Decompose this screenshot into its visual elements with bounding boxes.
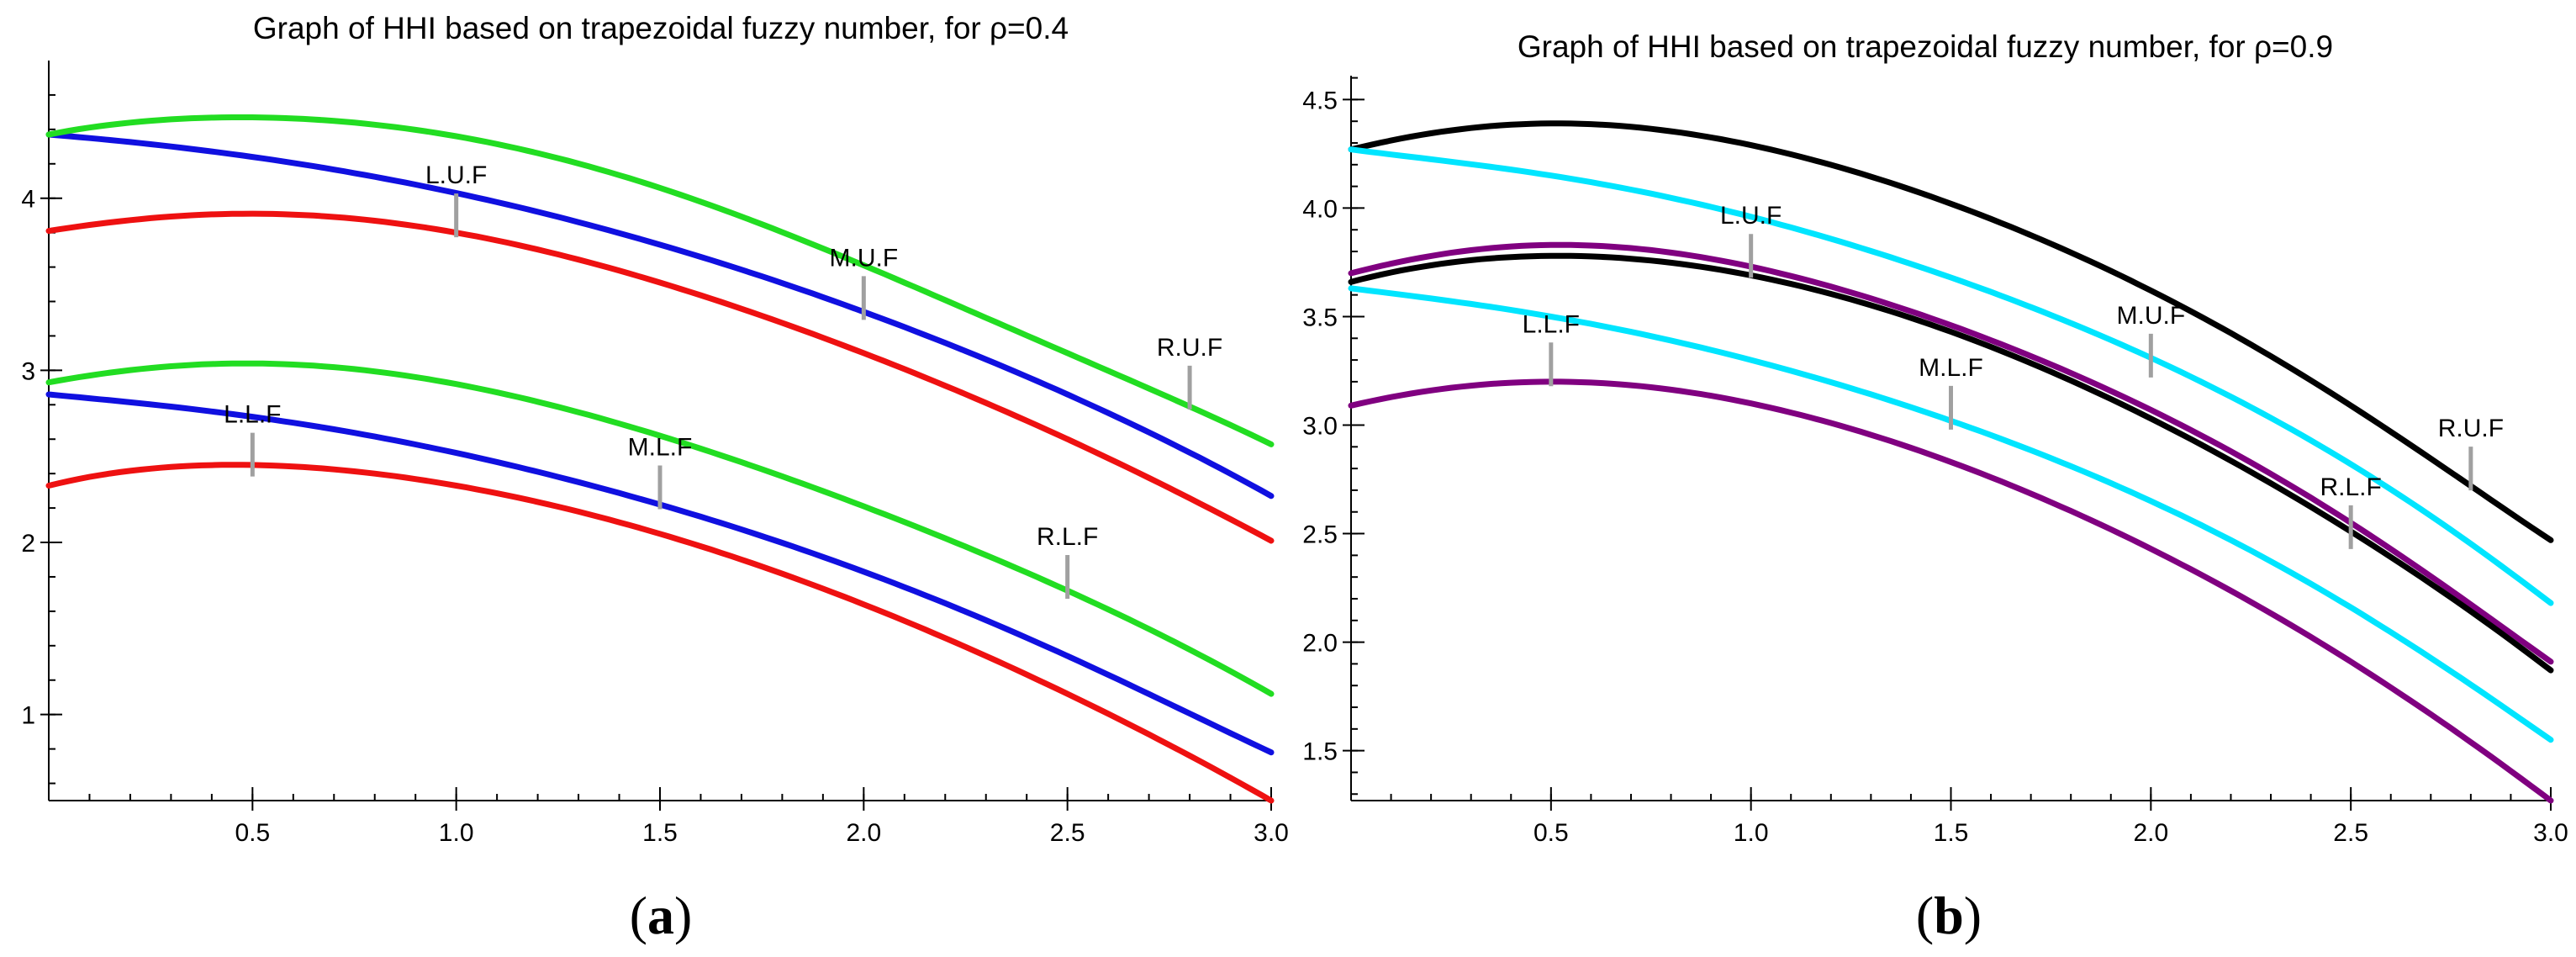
y-tick-label: 2 bbox=[21, 530, 35, 558]
annotation-label: R.U.F bbox=[2438, 415, 2504, 442]
series-curve bbox=[1348, 241, 2554, 665]
series-curve bbox=[1348, 378, 2554, 804]
x-tick-label: 1.0 bbox=[1734, 819, 1769, 847]
caption-close-paren: ) bbox=[674, 886, 692, 945]
x-tick-label: 2.5 bbox=[1050, 819, 1085, 847]
y-tick-label: 2.0 bbox=[1302, 630, 1338, 658]
x-tick-label: 0.5 bbox=[235, 819, 270, 847]
panel-caption: (a) bbox=[630, 886, 693, 945]
caption-open-paren: ( bbox=[1916, 886, 1934, 945]
series-curve bbox=[45, 114, 1275, 447]
tick-marks: 0.5 1.0 1.5 2.0 2.5 3.0 1 2 3 4 bbox=[21, 93, 1289, 847]
panel-caption: (b) bbox=[1916, 886, 1982, 945]
series-curve bbox=[1348, 146, 2554, 606]
annotation-label: R.L.F bbox=[2320, 473, 2381, 501]
y-tick-label: 1.5 bbox=[1302, 738, 1338, 766]
caption-letter: a bbox=[647, 886, 674, 945]
curve-annotations: L.U.F M.U.F R.U.F L.L.F M.L.F R.L.F bbox=[1523, 202, 2504, 549]
annotation-label: L.L.F bbox=[1523, 310, 1580, 338]
y-tick-label: 3.5 bbox=[1302, 304, 1338, 331]
annotation-label: M.L.F bbox=[628, 434, 693, 462]
annotation-label: M.U.F bbox=[2117, 302, 2186, 330]
x-tick-label: 3.0 bbox=[1254, 819, 1289, 847]
annotation-label: L.U.F bbox=[1720, 202, 1782, 230]
series-curve bbox=[45, 131, 1275, 500]
x-tick-label: 2.0 bbox=[2133, 819, 2168, 847]
chart-title: Graph of HHI based on trapezoidal fuzzy … bbox=[1518, 29, 2333, 64]
chart-title: Graph of HHI based on trapezoidal fuzzy … bbox=[253, 11, 1069, 45]
y-tick-label: 1 bbox=[21, 702, 35, 730]
caption-letter: b bbox=[1934, 886, 1964, 945]
x-tick-label: 0.5 bbox=[1533, 819, 1569, 847]
tick-marks: 0.5 1.0 1.5 2.0 2.5 3.0 1.5 2.0 2.5 3.0 3.5 4.0 4.5 bbox=[1302, 77, 2568, 847]
y-tick-label: 2.5 bbox=[1302, 521, 1338, 549]
y-tick-label: 4 bbox=[21, 186, 35, 214]
annotation-label: L.U.F bbox=[425, 161, 487, 189]
y-tick-label: 3.0 bbox=[1302, 413, 1338, 441]
annotation-label: M.L.F bbox=[1919, 354, 1983, 382]
y-tick-label: 4.0 bbox=[1302, 195, 1338, 223]
y-tick-label: 3 bbox=[21, 357, 35, 385]
x-tick-label: 1.5 bbox=[642, 819, 678, 847]
x-tick-label: 1.5 bbox=[1934, 819, 1969, 847]
series-curve bbox=[45, 210, 1275, 544]
caption-close-paren: ) bbox=[1964, 886, 1982, 945]
annotation-label: R.L.F bbox=[1037, 523, 1098, 551]
chart-panel-a: Graph of HHI based on trapezoidal fuzzy … bbox=[21, 11, 1289, 945]
curves bbox=[1348, 120, 2554, 804]
curve-annotations: L.U.F M.U.F R.U.F L.L.F M.L.F R.L.F bbox=[224, 161, 1222, 599]
annotation-label: M.U.F bbox=[830, 244, 899, 272]
y-tick-label: 4.5 bbox=[1302, 87, 1338, 114]
annotation-label: R.U.F bbox=[1157, 334, 1222, 362]
chart-panel-b: Graph of HHI based on trapezoidal fuzzy … bbox=[1302, 29, 2568, 945]
caption-open-paren: ( bbox=[630, 886, 647, 945]
series-curve bbox=[45, 462, 1275, 804]
x-tick-label: 2.0 bbox=[846, 819, 881, 847]
x-tick-label: 3.0 bbox=[2533, 819, 2568, 847]
x-tick-label: 2.5 bbox=[2333, 819, 2368, 847]
series-curve bbox=[1348, 120, 2554, 543]
x-tick-label: 1.0 bbox=[439, 819, 474, 847]
annotation-label: L.L.F bbox=[224, 401, 281, 429]
